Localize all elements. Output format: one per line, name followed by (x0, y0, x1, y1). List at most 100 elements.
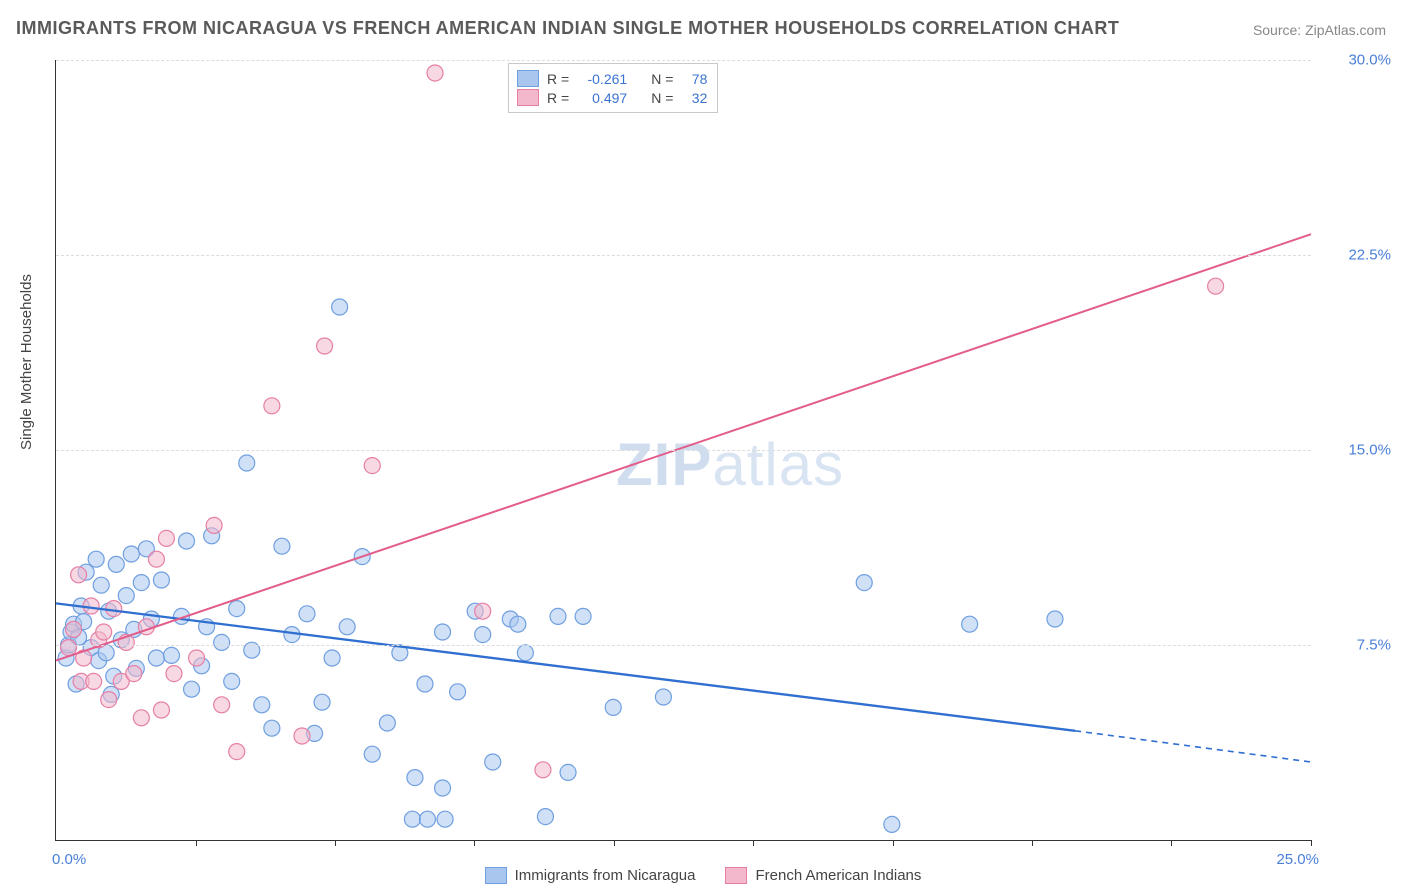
data-point (224, 673, 240, 689)
data-point (108, 556, 124, 572)
data-point (314, 694, 330, 710)
data-point (214, 634, 230, 650)
data-point (126, 666, 142, 682)
data-point (419, 811, 435, 827)
x-tick (614, 840, 615, 846)
x-tick (196, 840, 197, 846)
data-point (148, 650, 164, 666)
data-point (148, 551, 164, 567)
chart-title: IMMIGRANTS FROM NICARAGUA VS FRENCH AMER… (16, 18, 1119, 39)
data-point (118, 588, 134, 604)
y-tick-label: 22.5% (1321, 247, 1391, 264)
data-point (71, 567, 87, 583)
x-tick (474, 840, 475, 846)
data-point (575, 608, 591, 624)
data-point (96, 624, 112, 640)
y-tick-label: 7.5% (1321, 637, 1391, 654)
data-point (560, 764, 576, 780)
legend-swatch-blue (517, 70, 539, 87)
data-point (153, 572, 169, 588)
data-point (101, 692, 117, 708)
regression-line-extrapolated (1075, 731, 1311, 762)
r-label: R = (547, 90, 569, 106)
data-point (407, 770, 423, 786)
data-point (364, 458, 380, 474)
data-point (229, 601, 245, 617)
data-point (655, 689, 671, 705)
r-label: R = (547, 71, 569, 87)
x-tick (753, 840, 754, 846)
gridline (56, 645, 1311, 646)
legend-swatch-blue (485, 867, 507, 884)
legend-swatch-pink (517, 89, 539, 106)
data-point (537, 809, 553, 825)
data-point (450, 684, 466, 700)
data-point (123, 546, 139, 562)
y-tick-label: 15.0% (1321, 442, 1391, 459)
data-point (427, 65, 443, 81)
data-point (163, 647, 179, 663)
gridline (56, 450, 1311, 451)
x-tick (1311, 840, 1312, 846)
gridline (56, 60, 1311, 61)
data-point (437, 811, 453, 827)
data-point (339, 619, 355, 635)
y-tick-label: 30.0% (1321, 52, 1391, 69)
correlation-legend: R = -0.261 N = 78 R = 0.497 N = 32 (508, 63, 718, 113)
n-label: N = (651, 71, 673, 87)
legend-item: French American Indians (725, 867, 921, 884)
plot-area: ZIPatlas R = -0.261 N = 78 R = 0.497 N =… (55, 60, 1311, 841)
regression-line (56, 234, 1311, 660)
data-point (299, 606, 315, 622)
data-point (435, 624, 451, 640)
data-point (404, 811, 420, 827)
data-point (475, 627, 491, 643)
legend-item: Immigrants from Nicaragua (485, 867, 696, 884)
data-point (179, 533, 195, 549)
legend-row: R = 0.497 N = 32 (517, 89, 707, 106)
data-point (86, 673, 102, 689)
r-value: 0.497 (577, 90, 627, 106)
data-point (1208, 278, 1224, 294)
y-axis-label: Single Mother Households (18, 274, 35, 450)
data-point (294, 728, 310, 744)
data-point (274, 538, 290, 554)
data-point (550, 608, 566, 624)
r-value: -0.261 (577, 71, 627, 87)
data-point (158, 530, 174, 546)
data-point (88, 551, 104, 567)
data-point (206, 517, 222, 533)
gridline (56, 255, 1311, 256)
legend-swatch-pink (725, 867, 747, 884)
data-point (884, 816, 900, 832)
legend-label: French American Indians (755, 867, 921, 884)
data-point (93, 577, 109, 593)
data-point (189, 650, 205, 666)
data-point (184, 681, 200, 697)
data-point (214, 697, 230, 713)
n-value: 32 (681, 90, 707, 106)
data-point (856, 575, 872, 591)
x-tick (1032, 840, 1033, 846)
n-value: 78 (681, 71, 707, 87)
x-tick (893, 840, 894, 846)
data-point (1047, 611, 1063, 627)
data-point (239, 455, 255, 471)
x-tick (1171, 840, 1172, 846)
x-tick (335, 840, 336, 846)
data-point (605, 699, 621, 715)
data-point (133, 575, 149, 591)
bottom-legend: Immigrants from Nicaragua French America… (0, 867, 1406, 884)
data-point (475, 603, 491, 619)
data-point (435, 780, 451, 796)
n-label: N = (651, 90, 673, 106)
data-point (133, 710, 149, 726)
data-point (153, 702, 169, 718)
data-point (166, 666, 182, 682)
data-point (106, 601, 122, 617)
source-attribution: Source: ZipAtlas.com (1253, 22, 1386, 38)
data-point (332, 299, 348, 315)
legend-label: Immigrants from Nicaragua (515, 867, 696, 884)
data-point (264, 398, 280, 414)
data-point (517, 645, 533, 661)
